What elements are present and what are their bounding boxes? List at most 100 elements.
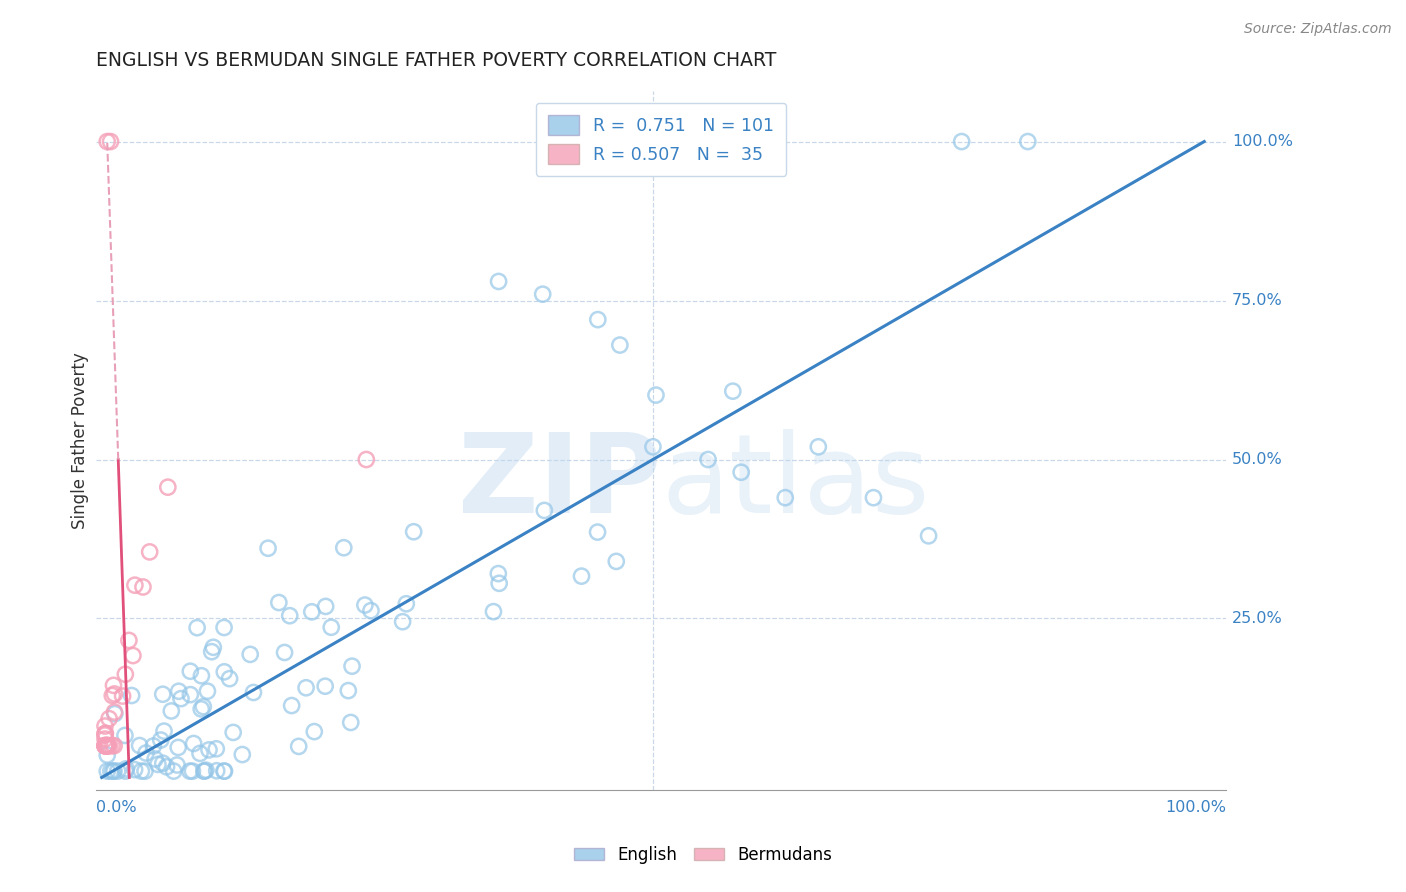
Point: [124, 578, 146, 592]
Point: [97, 739, 120, 753]
Point: [280, 698, 302, 713]
Point: [295, 681, 318, 695]
Point: [152, 756, 174, 771]
Point: [114, 764, 136, 778]
Point: [257, 541, 280, 556]
Point: [96, 135, 118, 149]
Point: [205, 741, 228, 756]
Point: [862, 491, 884, 505]
Y-axis label: Single Father Poverty: Single Father Poverty: [72, 352, 89, 529]
Point: [149, 733, 172, 747]
Point: [104, 706, 127, 721]
Point: [273, 645, 295, 659]
Point: [118, 633, 141, 648]
Point: [96, 764, 118, 778]
Text: ENGLISH VS BERMUDAN SINGLE FATHER POVERTY CORRELATION CHART: ENGLISH VS BERMUDAN SINGLE FATHER POVERT…: [96, 51, 776, 70]
Point: [360, 604, 382, 618]
Point: [155, 760, 177, 774]
Point: [356, 452, 378, 467]
Point: [239, 648, 262, 662]
Point: [156, 480, 179, 494]
Point: [114, 667, 136, 681]
Point: [179, 764, 201, 778]
Point: [94, 719, 117, 733]
Point: [146, 757, 169, 772]
Point: [138, 545, 160, 559]
Point: [195, 763, 218, 777]
Point: [103, 705, 125, 719]
Point: [193, 764, 215, 778]
Point: [533, 503, 555, 517]
Point: [122, 648, 145, 663]
Text: 0.0%: 0.0%: [96, 800, 136, 814]
Point: [950, 135, 973, 149]
Point: [488, 576, 510, 591]
Point: [114, 728, 136, 742]
Point: [201, 645, 224, 659]
Point: [188, 747, 211, 761]
Legend: R =  0.751   N = 101, R = 0.507   N =  35: R = 0.751 N = 101, R = 0.507 N = 35: [536, 103, 786, 176]
Text: atlas: atlas: [661, 429, 929, 536]
Text: 75.0%: 75.0%: [1232, 293, 1282, 308]
Point: [179, 688, 201, 702]
Point: [111, 689, 134, 703]
Point: [242, 685, 264, 699]
Point: [304, 724, 326, 739]
Point: [212, 620, 235, 634]
Point: [197, 684, 219, 698]
Point: [101, 689, 124, 703]
Point: [193, 764, 215, 778]
Point: [609, 338, 631, 352]
Text: 100.0%: 100.0%: [1166, 800, 1226, 814]
Point: [103, 764, 125, 778]
Point: [222, 725, 245, 739]
Point: [131, 764, 153, 778]
Point: [315, 599, 337, 614]
Point: [134, 764, 156, 778]
Point: [193, 699, 215, 714]
Point: [333, 541, 356, 555]
Point: [488, 275, 510, 289]
Point: [94, 739, 117, 753]
Text: 100.0%: 100.0%: [1232, 134, 1292, 149]
Point: [94, 739, 117, 753]
Point: [135, 746, 157, 760]
Point: [391, 615, 413, 629]
Point: [186, 621, 208, 635]
Point: [101, 764, 124, 778]
Point: [132, 580, 155, 594]
Point: [697, 452, 720, 467]
Point: [97, 739, 120, 753]
Point: [100, 764, 122, 778]
Point: [96, 748, 118, 763]
Point: [94, 728, 117, 742]
Point: [482, 605, 505, 619]
Point: [531, 287, 554, 301]
Point: [721, 384, 744, 399]
Legend: English, Bermudans: English, Bermudans: [567, 839, 839, 871]
Point: [1017, 135, 1039, 149]
Point: [301, 605, 323, 619]
Point: [163, 764, 186, 778]
Point: [181, 764, 204, 778]
Point: [94, 732, 117, 747]
Text: 25.0%: 25.0%: [1232, 611, 1282, 626]
Point: [395, 597, 418, 611]
Point: [198, 743, 221, 757]
Point: [103, 687, 125, 701]
Point: [641, 440, 664, 454]
Point: [267, 595, 290, 609]
Point: [94, 726, 117, 740]
Point: [121, 689, 143, 703]
Point: [143, 752, 166, 766]
Point: [586, 525, 609, 540]
Point: [128, 739, 150, 753]
Point: [98, 712, 121, 726]
Point: [115, 762, 138, 776]
Point: [183, 737, 205, 751]
Point: [100, 135, 122, 149]
Point: [287, 739, 309, 754]
Point: [218, 672, 240, 686]
Point: [212, 764, 235, 778]
Point: [153, 724, 176, 739]
